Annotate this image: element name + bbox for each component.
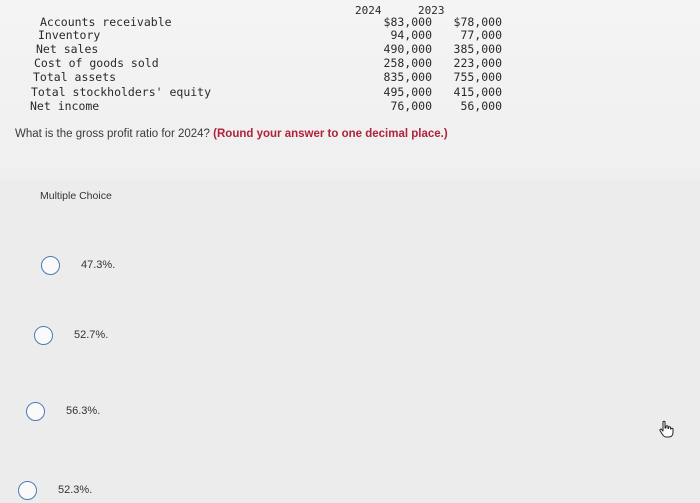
value-2023: 56,000 [460, 99, 502, 113]
radio-button[interactable] [34, 325, 53, 345]
value-2023: 415,000 [453, 85, 502, 99]
radio-button[interactable] [18, 480, 37, 500]
row-net-income: Net income 76,000 56,000 [30, 99, 510, 113]
value-2023: 223,000 [453, 56, 502, 70]
row-label: Total assets [33, 70, 117, 84]
option-b[interactable]: 52.7%. [34, 322, 108, 348]
row-inventory: Inventory 94,000 77,000 [38, 28, 510, 42]
question-instruction: (Round your answer to one decimal place.… [213, 128, 448, 140]
radio-button[interactable] [26, 401, 45, 421]
option-a[interactable]: 47.3%. [41, 252, 115, 278]
row-accounts-receivable: Accounts receivable $83,000 $78,000 [40, 15, 510, 29]
row-label: Total stockholders' equity [31, 85, 212, 99]
row-cost-of-goods-sold: Cost of goods sold 258,000 223,000 [34, 56, 510, 70]
radio-button[interactable] [41, 255, 60, 275]
row-label: Net sales [36, 42, 99, 56]
value-2023: $78,000 [453, 15, 502, 29]
value-2024: 76,000 [390, 99, 432, 113]
row-label: Net income [30, 99, 100, 113]
hand-pointer-icon [659, 420, 674, 438]
value-2024: $83,000 [383, 15, 432, 29]
row-total-stockholders-equity: Total stockholders' equity 495,000 415,0… [31, 85, 510, 99]
option-label: 47.3%. [81, 259, 116, 271]
value-2023: 77,000 [460, 28, 502, 42]
question-prompt: What is the gross profit ratio for 2024?… [15, 128, 448, 140]
value-2023: 755,000 [453, 70, 502, 84]
row-net-sales: Net sales 490,000 385,000 [36, 42, 510, 56]
question-text: What is the gross profit ratio for 2024? [15, 128, 210, 140]
value-2024: 835,000 [383, 70, 432, 84]
multiple-choice-title: Multiple Choice [40, 190, 112, 202]
value-2024: 94,000 [390, 28, 432, 42]
row-label: Cost of goods sold [34, 56, 159, 70]
option-d[interactable]: 52.3%. [18, 477, 92, 503]
option-label: 56.3%. [66, 405, 101, 417]
value-2024: 490,000 [383, 42, 432, 56]
year-header-2024: 2024 [355, 4, 382, 17]
multiple-choice-panel [0, 180, 700, 503]
value-2024: 258,000 [383, 56, 432, 70]
row-label: Accounts receivable [40, 15, 172, 29]
financial-data-table: 2024 2023 Accounts receivable $83,000 $7… [0, 0, 700, 120]
option-c[interactable]: 56.3%. [26, 398, 100, 424]
year-header-2023: 2023 [418, 4, 445, 17]
option-label: 52.7%. [74, 329, 109, 341]
row-label: Inventory [38, 28, 101, 42]
value-2024: 495,000 [383, 85, 432, 99]
option-label: 52.3%. [58, 484, 93, 496]
value-2023: 385,000 [453, 42, 502, 56]
row-total-assets: Total assets 835,000 755,000 [33, 70, 510, 84]
